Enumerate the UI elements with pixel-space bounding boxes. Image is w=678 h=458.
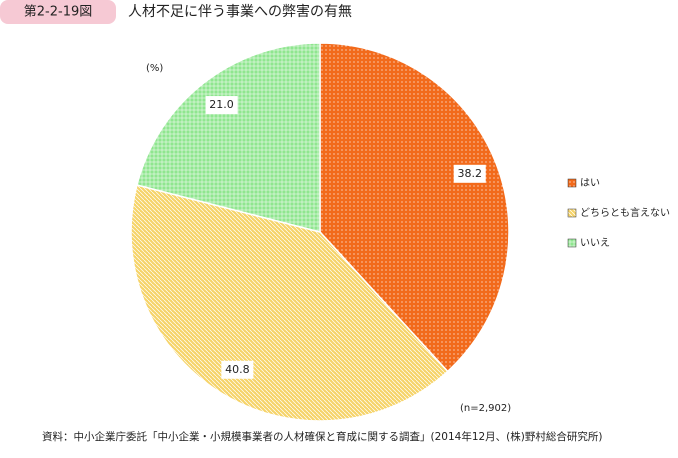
sample-note: (n=2,902) xyxy=(460,403,511,414)
label-box xyxy=(205,96,238,115)
legend-swatch xyxy=(567,238,577,248)
figure-number: 第2-2-19図 xyxy=(24,5,92,20)
legend-swatch xyxy=(567,178,577,188)
legend-label: どちらとも言えない xyxy=(580,206,670,219)
label-box xyxy=(221,360,254,379)
data-label: 21.0 xyxy=(209,98,234,111)
legend-swatch xyxy=(567,208,577,218)
pie-slice xyxy=(136,42,321,233)
legend-label: はい xyxy=(580,177,600,189)
data-label: 40.8 xyxy=(225,363,250,376)
label-box xyxy=(453,164,486,183)
source-note: 資料：中小企業庁委託「中小企業・小規模事業者の人材確保と育成に関する調査」(20… xyxy=(42,430,602,443)
legend-label: いいえ xyxy=(580,237,610,249)
pie-slice xyxy=(319,42,510,373)
pie-slice xyxy=(130,184,449,422)
data-label: 38.2 xyxy=(457,167,482,180)
unit-note: (%) xyxy=(146,63,163,74)
figure-badge xyxy=(0,0,116,24)
chart-title: 人材不足に伴う事業への弊害の有無 xyxy=(128,4,352,20)
